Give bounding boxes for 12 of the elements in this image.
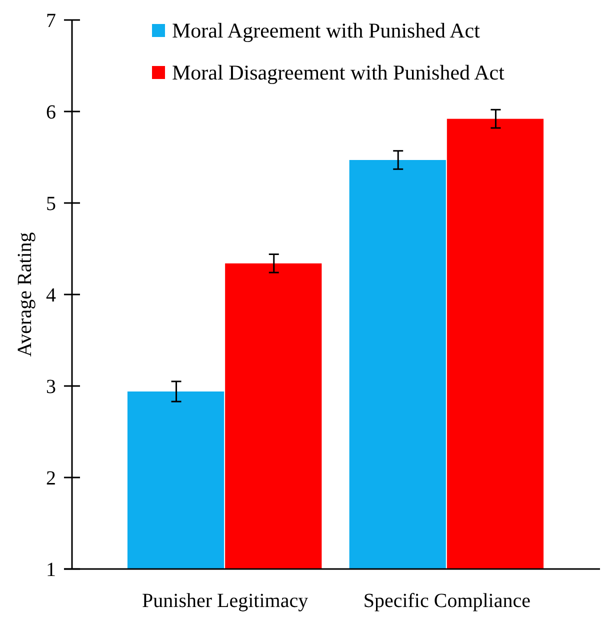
y-tick-label: 2	[46, 468, 56, 490]
x-tick-label: Punisher Legitimacy	[142, 590, 308, 612]
y-tick-label: 5	[46, 193, 56, 215]
y-tick-label: 1	[46, 559, 56, 581]
y-axis-title: Average Rating	[14, 232, 36, 357]
y-tick-label: 4	[46, 284, 56, 306]
y-tick-label: 7	[46, 10, 56, 32]
legend-label: Moral Agreement with Punished Act	[172, 18, 480, 42]
y-tick-label: 6	[46, 102, 56, 124]
legend-label: Moral Disagreement with Punished Act	[172, 60, 505, 84]
y-tick-label: 3	[46, 376, 56, 398]
x-tick-label: Specific Compliance	[363, 590, 531, 612]
